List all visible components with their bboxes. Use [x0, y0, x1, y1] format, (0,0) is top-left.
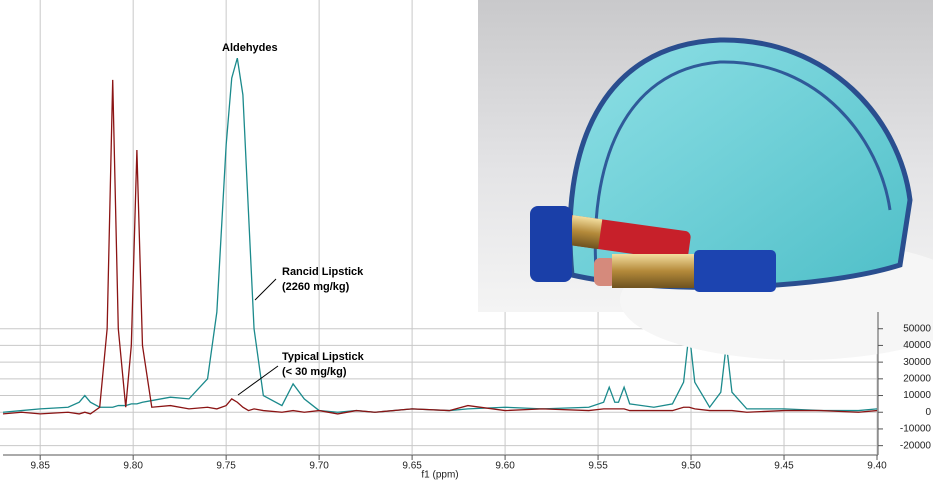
annotation: (2260 mg/kg): [282, 281, 350, 293]
y-tick-label: 10000: [903, 390, 931, 401]
y-tick-label: -10000: [900, 424, 932, 435]
annotation: Rancid Lipstick: [282, 266, 364, 278]
annotation: (< 30 mg/kg): [282, 366, 347, 378]
y-tick-label: 20000: [903, 373, 931, 384]
y-tick-label: -20000: [900, 440, 932, 451]
x-tick-label: 9.60: [495, 461, 515, 472]
page: {"chart_data": { "type": "line", "x_labe…: [0, 0, 933, 481]
x-tick-label: 9.40: [867, 461, 887, 472]
x-tick-label: 9.45: [774, 461, 794, 472]
x-tick-label: 9.55: [588, 461, 608, 472]
x-tick-label: 9.80: [123, 461, 143, 472]
x-tick-label: 9.75: [216, 461, 236, 472]
x-tick-label: 9.85: [30, 461, 50, 472]
photo: [478, 0, 933, 360]
annotation-leader: [238, 366, 278, 395]
y-tick-label: 0: [925, 407, 931, 418]
y-tick-label: 30000: [903, 357, 931, 368]
annotation: Typical Lipstick: [282, 351, 365, 363]
annotation-leader: [255, 279, 276, 300]
x-axis-label: f1 (ppm): [421, 470, 458, 481]
x-tick-label: 9.70: [309, 461, 329, 472]
y-tick-label: 50000: [903, 323, 931, 334]
chart: f1 (ppm) 9.85 9.80 9.75 9.70 9.65 9.60 9.55 9.5…: [0, 0, 933, 481]
annotation: Aldehydes: [222, 42, 278, 54]
y-tick-label: 40000: [903, 340, 931, 351]
x-tick-label: 9.50: [681, 461, 701, 472]
x-tick-label: 9.65: [402, 461, 422, 472]
